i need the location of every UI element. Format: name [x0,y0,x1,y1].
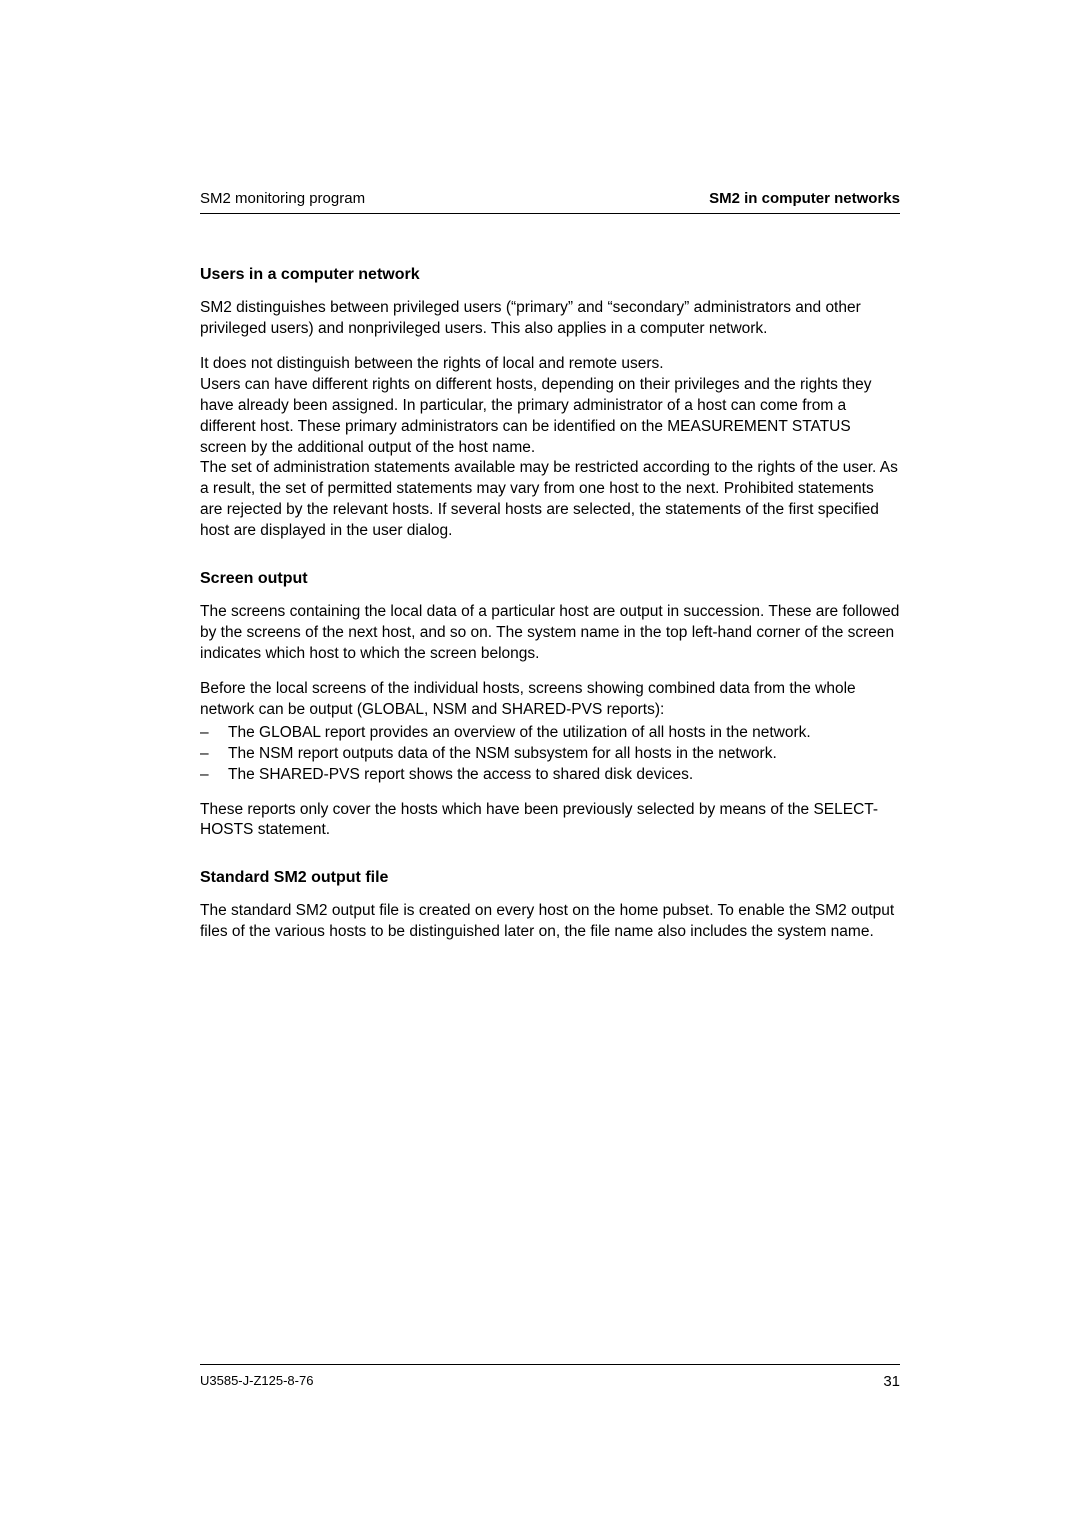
users-para-2: It does not distinguish between the righ… [200,354,900,542]
heading-screen-output: Screen output [200,570,900,588]
header-left: SM2 monitoring program [200,190,365,207]
footer-page-number: 31 [883,1373,900,1390]
list-item: The NSM report outputs data of the NSM s… [200,744,900,765]
screen-para-2: Before the local screens of the individu… [200,679,900,721]
footer-docref: U3585-J-Z125-8-76 [200,1373,313,1390]
users-para-1: SM2 distinguishes between privileged use… [200,298,900,340]
running-header: SM2 monitoring program SM2 in computer n… [200,190,900,214]
header-right: SM2 in computer networks [709,190,900,207]
list-item: The SHARED-PVS report shows the access t… [200,765,900,786]
heading-output-file: Standard SM2 output file [200,869,900,887]
running-footer: U3585-J-Z125-8-76 31 [200,1364,900,1390]
report-list: The GLOBAL report provides an overview o… [200,723,900,786]
list-item: The GLOBAL report provides an overview o… [200,723,900,744]
screen-para-1: The screens containing the local data of… [200,602,900,665]
page-content: SM2 monitoring program SM2 in computer n… [0,0,1080,943]
outfile-para-1: The standard SM2 output file is created … [200,901,900,943]
screen-para-3: These reports only cover the hosts which… [200,800,900,842]
heading-users: Users in a computer network [200,266,900,284]
